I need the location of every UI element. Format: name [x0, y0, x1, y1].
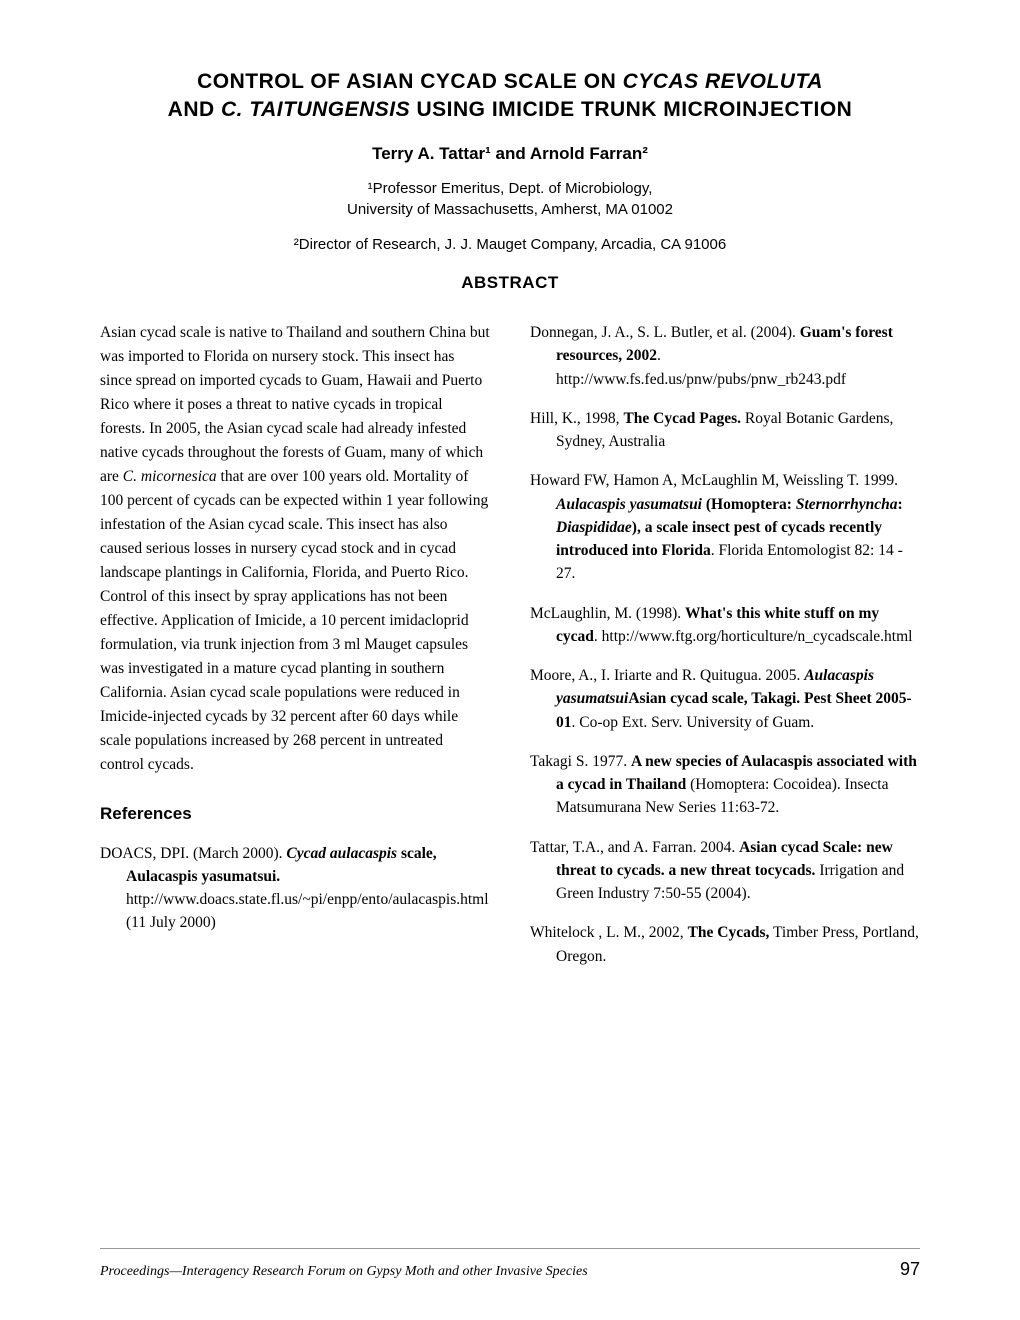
reference-item: DOACS, DPI. (March 2000). Cycad aulacasp… [100, 842, 490, 935]
reference-item: Whitelock , L. M., 2002, The Cycads, Tim… [530, 921, 920, 968]
abstract-part: Asian cycad scale is native to Thailand … [100, 324, 490, 485]
footer-text: Proceedings—Interagency Research Forum o… [100, 1264, 588, 1280]
affiliation-1: ¹Professor Emeritus, Dept. of Microbiolo… [100, 178, 920, 220]
right-column: Donnegan, J. A., S. L. Butler, et al. (2… [530, 321, 920, 984]
abstract-heading: ABSTRACT [100, 273, 920, 293]
affiliation-2: ²Director of Research, J. J. Mauget Comp… [100, 234, 920, 255]
abstract-text: Asian cycad scale is native to Thailand … [100, 321, 490, 777]
affiliation-line: University of Massachusetts, Amherst, MA… [347, 201, 673, 218]
reference-item: Moore, A., I. Iriarte and R. Quitugua. 2… [530, 664, 920, 734]
references-left: DOACS, DPI. (March 2000). Cycad aulacasp… [100, 842, 490, 935]
reference-item: Hill, K., 1998, The Cycad Pages. Royal B… [530, 407, 920, 454]
title-text: USING IMICIDE TRUNK MICROINJECTION [410, 98, 852, 121]
page-footer: Proceedings—Interagency Research Forum o… [100, 1248, 920, 1280]
page-number: 97 [900, 1259, 920, 1280]
title-italic: C. TAITUNGENSIS [221, 98, 410, 121]
abstract-italic: C. micornesica [123, 468, 217, 485]
reference-item: Tattar, T.A., and A. Farran. 2004. Asian… [530, 836, 920, 906]
title-text: CONTROL OF ASIAN CYCAD SCALE ON [197, 70, 623, 93]
paper-title-line2: AND C. TAITUNGENSIS USING IMICIDE TRUNK … [100, 98, 920, 122]
references-heading: References [100, 801, 490, 827]
references-right: Donnegan, J. A., S. L. Butler, et al. (2… [530, 321, 920, 968]
left-column: Asian cycad scale is native to Thailand … [100, 321, 490, 984]
reference-item: Donnegan, J. A., S. L. Butler, et al. (2… [530, 321, 920, 391]
paper-title-line1: CONTROL OF ASIAN CYCAD SCALE ON CYCAS RE… [100, 70, 920, 94]
content-columns: Asian cycad scale is native to Thailand … [100, 321, 920, 984]
abstract-part: that are over 100 years old. Mortality o… [100, 468, 488, 773]
reference-item: McLaughlin, M. (1998). What's this white… [530, 602, 920, 649]
reference-item: Howard FW, Hamon A, McLaughlin M, Weissl… [530, 469, 920, 585]
reference-item: Takagi S. 1977. A new species of Aulacas… [530, 750, 920, 820]
authors: Terry A. Tattar¹ and Arnold Farran² [100, 144, 920, 164]
affiliation-line: ¹Professor Emeritus, Dept. of Microbiolo… [368, 180, 653, 197]
title-italic: CYCAS REVOLUTA [623, 70, 823, 93]
title-text: AND [168, 98, 221, 121]
